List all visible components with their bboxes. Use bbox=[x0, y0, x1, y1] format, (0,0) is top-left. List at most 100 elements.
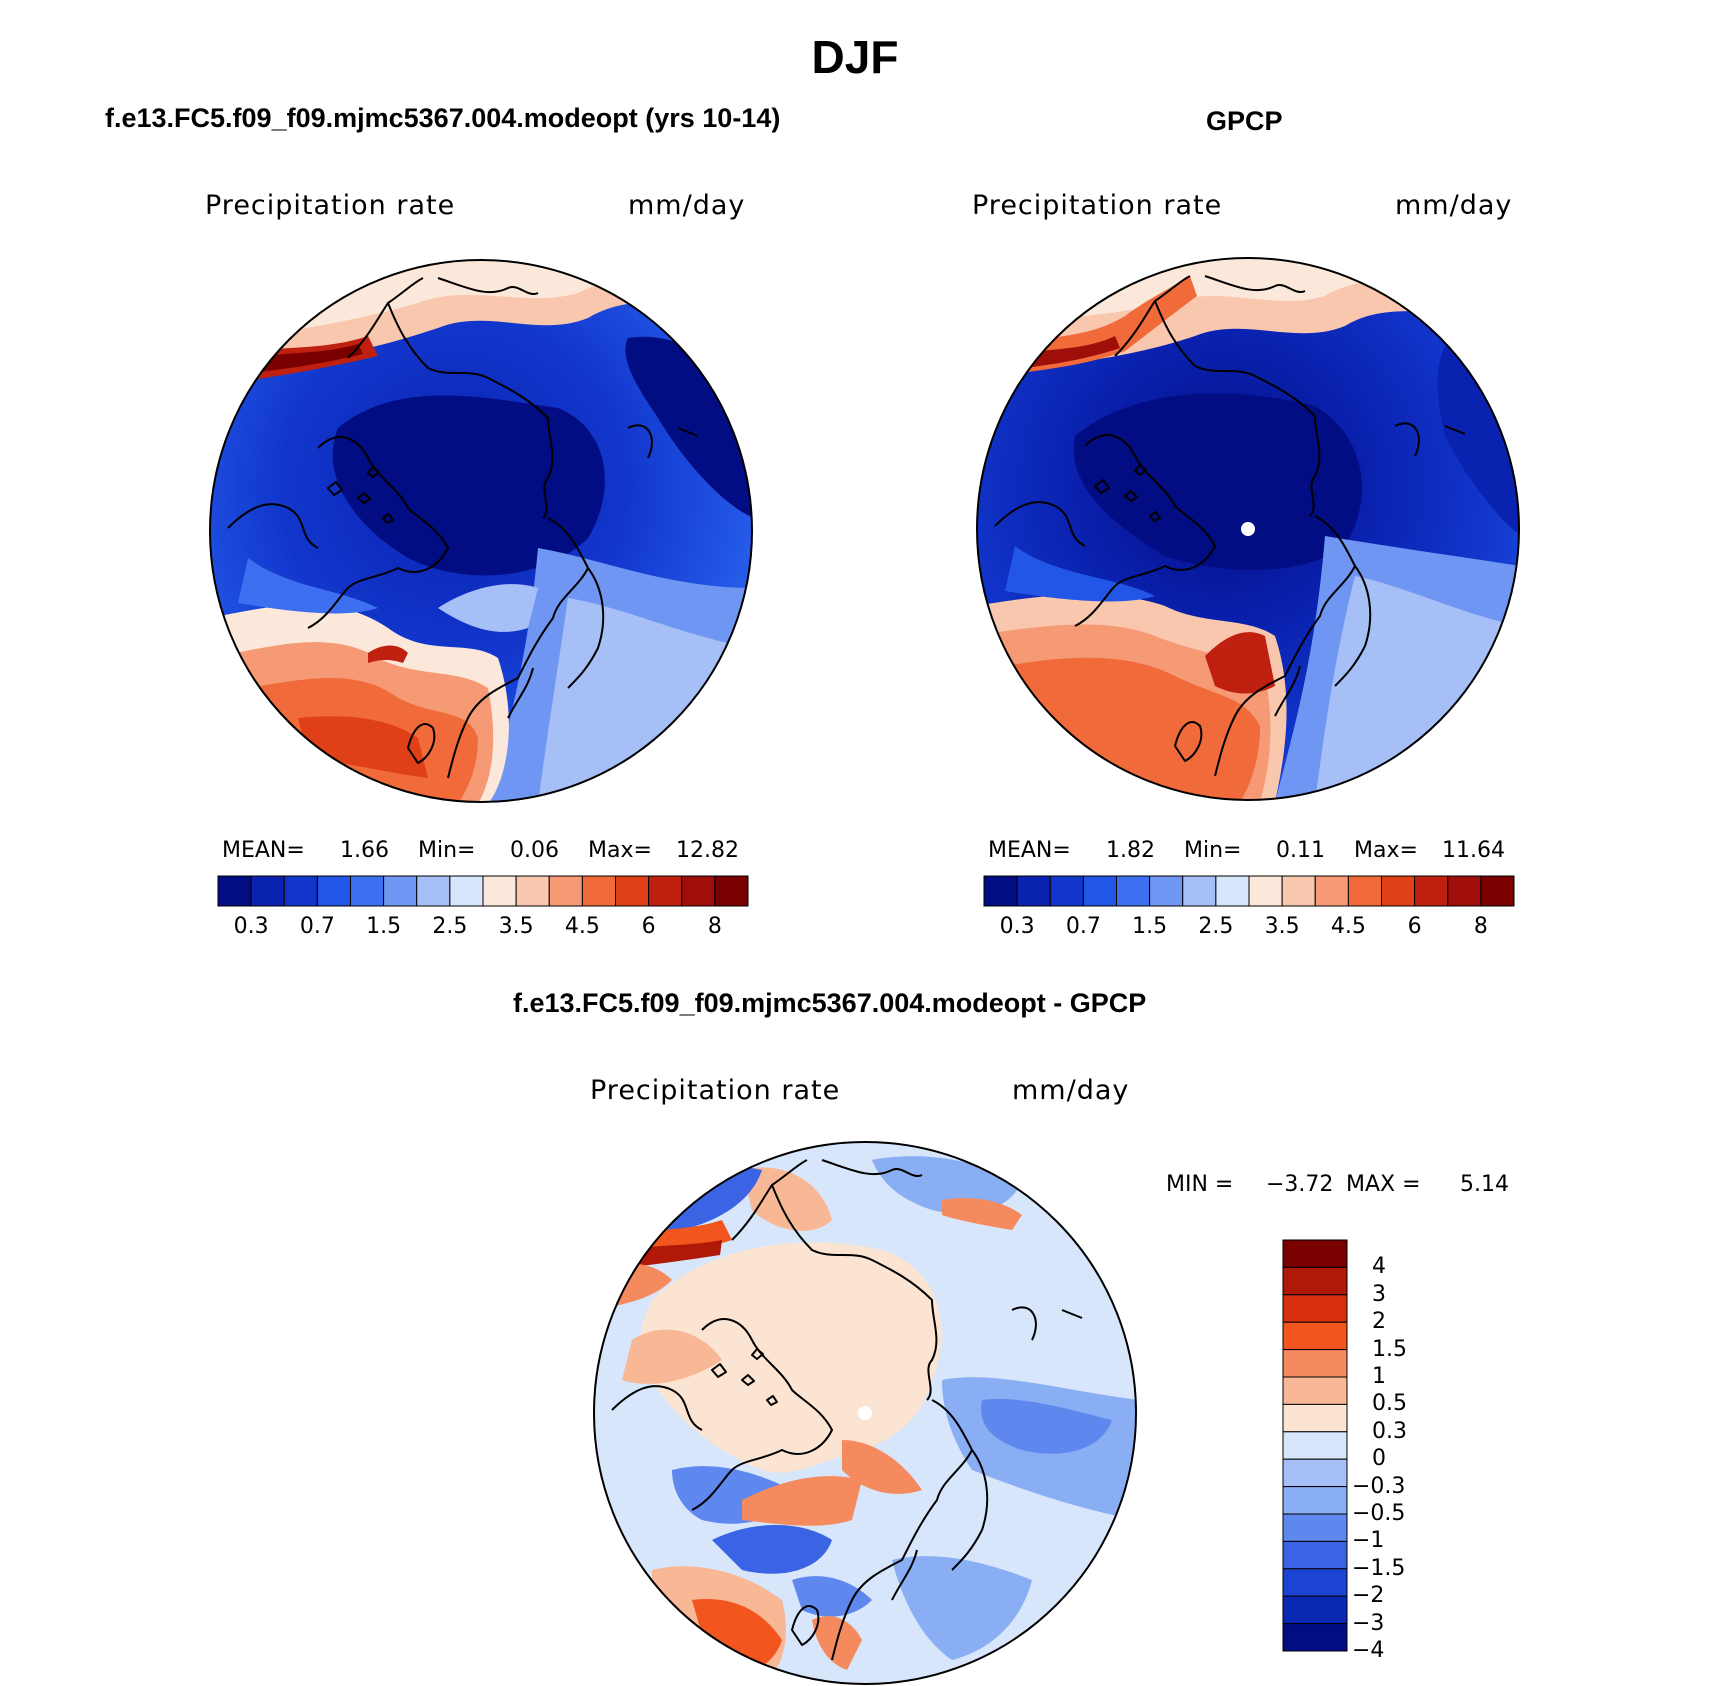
model-panel-title: f.e13.FC5.f09_f09.mjmc5367.004.modeopt (… bbox=[105, 103, 781, 133]
obs-variable-label: Precipitation rate bbox=[972, 190, 1223, 221]
colorbar-tick-label: 3.5 bbox=[498, 914, 534, 939]
colorbar-tick-label: −2 bbox=[1352, 1583, 1385, 1609]
colorbar-tick-label: −1 bbox=[1352, 1528, 1385, 1554]
colorbar-tick-label: 0.7 bbox=[299, 914, 335, 939]
colorbar-swatch bbox=[1480, 875, 1515, 907]
model-min-label: Min= bbox=[418, 838, 476, 863]
colorbar-swatch bbox=[1049, 875, 1084, 907]
diff-min-label: MIN = bbox=[1166, 1172, 1234, 1197]
obs-max-label: Max= bbox=[1354, 838, 1418, 863]
colorbar-tick-label: 4.5 bbox=[564, 914, 600, 939]
colorbar-tick-label: 2 bbox=[1372, 1309, 1386, 1335]
colorbar-tick-label: 8 bbox=[1473, 914, 1488, 939]
colorbar-tick-label: 0.3 bbox=[233, 914, 269, 939]
colorbar-swatch bbox=[1116, 875, 1151, 907]
colorbar-swatch bbox=[1282, 1376, 1348, 1405]
figure-title: DJF bbox=[811, 31, 899, 83]
obs-min-label: Min= bbox=[1184, 838, 1242, 863]
colorbar-swatch bbox=[383, 875, 418, 907]
colorbar-swatch bbox=[1282, 1486, 1348, 1515]
colorbar-swatch bbox=[515, 875, 550, 907]
colorbar-swatch bbox=[1414, 875, 1449, 907]
colorbar-tick-label: −0.5 bbox=[1352, 1501, 1406, 1526]
colorbar-swatch bbox=[283, 875, 318, 907]
colorbar-tick-label: 3.5 bbox=[1264, 914, 1300, 939]
colorbar-swatch bbox=[1215, 875, 1250, 907]
obs-units-label: mm/day bbox=[1395, 190, 1513, 221]
diff-polar-map bbox=[593, 1141, 1137, 1685]
obs-min-value: 0.11 bbox=[1276, 838, 1325, 863]
colorbar-swatch bbox=[416, 875, 451, 907]
colorbar-swatch bbox=[1282, 1513, 1348, 1542]
obs-colorbar bbox=[983, 875, 1515, 907]
diff-max-value: 5.14 bbox=[1460, 1172, 1509, 1197]
colorbar-tick-label: 0.5 bbox=[1372, 1391, 1407, 1417]
colorbar-swatch bbox=[681, 875, 716, 907]
colorbar-tick-label: 4 bbox=[1372, 1254, 1386, 1280]
colorbar-tick-label: −4 bbox=[1352, 1638, 1385, 1663]
colorbar-swatch bbox=[482, 875, 517, 907]
colorbar-swatch bbox=[316, 875, 351, 907]
colorbar-swatch bbox=[1314, 875, 1349, 907]
diff-panel-title: f.e13.FC5.f09_f09.mjmc5367.004.modeopt -… bbox=[513, 988, 1147, 1018]
model-colorbar bbox=[217, 875, 749, 907]
colorbar-swatch bbox=[1281, 875, 1316, 907]
colorbar-swatch bbox=[983, 875, 1018, 907]
colorbar-swatch bbox=[1381, 875, 1416, 907]
colorbar-tick-label: 1.5 bbox=[366, 914, 402, 939]
colorbar-swatch bbox=[1149, 875, 1184, 907]
colorbar-swatch bbox=[350, 875, 385, 907]
colorbar-swatch bbox=[250, 875, 285, 907]
model-mean-label: MEAN= bbox=[222, 838, 305, 863]
colorbar-tick-label: 4.5 bbox=[1330, 914, 1366, 939]
colorbar-tick-label: 0.3 bbox=[1372, 1418, 1407, 1444]
colorbar-tick-label: 0.7 bbox=[1065, 914, 1101, 939]
colorbar-tick-label: 0 bbox=[1372, 1446, 1386, 1472]
model-max-value: 12.82 bbox=[676, 838, 739, 863]
colorbar-swatch bbox=[1016, 875, 1051, 907]
colorbar-tick-label: 1.5 bbox=[1372, 1336, 1407, 1362]
colorbar-swatch bbox=[1182, 875, 1217, 907]
model-min-value: 0.06 bbox=[510, 838, 559, 863]
obs-polar-map bbox=[976, 257, 1520, 801]
colorbar-tick-label: 6 bbox=[1407, 914, 1422, 939]
diff-max-label: MAX = bbox=[1346, 1172, 1421, 1197]
diff-units-label: mm/day bbox=[1012, 1075, 1130, 1106]
diff-colorbar bbox=[1282, 1239, 1348, 1652]
colorbar-tick-label: 6 bbox=[641, 914, 656, 939]
colorbar-swatch bbox=[714, 875, 749, 907]
colorbar-swatch bbox=[1082, 875, 1117, 907]
model-polar-map bbox=[209, 259, 753, 803]
colorbar-tick-label: −3 bbox=[1352, 1610, 1385, 1636]
colorbar-swatch bbox=[1282, 1294, 1348, 1323]
colorbar-swatch bbox=[449, 875, 484, 907]
colorbar-tick-label: 3 bbox=[1372, 1281, 1386, 1307]
colorbar-swatch bbox=[581, 875, 616, 907]
obs-max-value: 11.64 bbox=[1442, 838, 1505, 863]
obs-mean-value: 1.82 bbox=[1106, 838, 1155, 863]
colorbar-swatch bbox=[1282, 1403, 1348, 1433]
model-variable-label: Precipitation rate bbox=[205, 190, 456, 221]
colorbar-swatch bbox=[1282, 1266, 1348, 1296]
colorbar-swatch bbox=[1282, 1458, 1348, 1488]
colorbar-tick-label: 2.5 bbox=[432, 914, 468, 939]
colorbar-tick-label: 8 bbox=[707, 914, 722, 939]
colorbar-swatch bbox=[1347, 875, 1382, 907]
colorbar-tick-label: 0.3 bbox=[999, 914, 1035, 939]
colorbar-swatch bbox=[1282, 1568, 1348, 1597]
colorbar-swatch bbox=[1282, 1623, 1348, 1652]
colorbar-swatch bbox=[1282, 1431, 1348, 1460]
diff-variable-label: Precipitation rate bbox=[590, 1075, 841, 1106]
colorbar-swatch bbox=[217, 875, 252, 907]
colorbar-tick-label: −1.5 bbox=[1352, 1555, 1406, 1581]
obs-mean-label: MEAN= bbox=[988, 838, 1071, 863]
colorbar-swatch bbox=[548, 875, 583, 907]
colorbar-swatch bbox=[615, 875, 650, 907]
model-mean-value: 1.66 bbox=[340, 838, 389, 863]
colorbar-swatch bbox=[1282, 1239, 1348, 1268]
model-units-label: mm/day bbox=[628, 190, 746, 221]
diff-min-value: −3.72 bbox=[1266, 1172, 1334, 1197]
colorbar-swatch bbox=[1282, 1349, 1348, 1378]
colorbar-swatch bbox=[1248, 875, 1283, 907]
colorbar-tick-label: 2.5 bbox=[1198, 914, 1234, 939]
